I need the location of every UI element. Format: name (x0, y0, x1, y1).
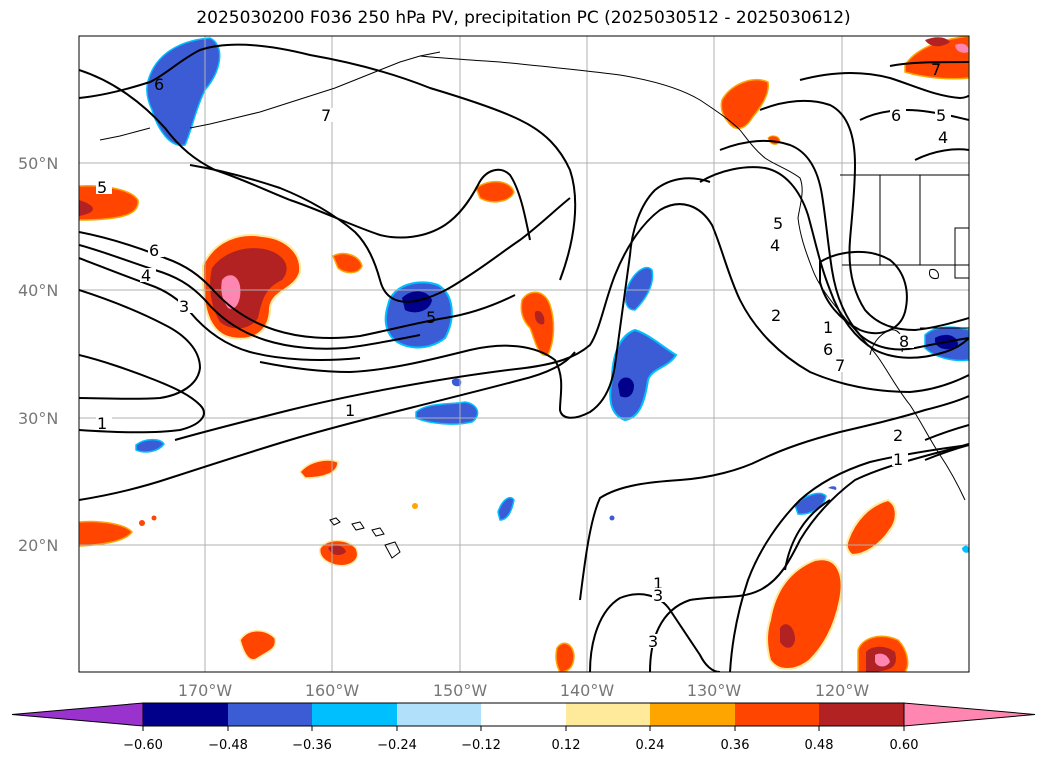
plot-title: 2025030200 F036 250 hPa PV, precipitatio… (196, 8, 851, 28)
contour-label: 7 (321, 106, 331, 125)
contour-label: 5 (773, 214, 783, 233)
lat-label: 40°N (18, 281, 58, 300)
pv-contours (79, 43, 969, 672)
colorbar-tick-label: −0.12 (461, 738, 501, 753)
latitude-labels: 50°N 40°N 30°N 20°N (18, 154, 58, 555)
colorbar-segment (228, 703, 312, 726)
colorbar-segment (566, 703, 650, 726)
neg-anomaly-patch (146, 37, 221, 146)
colorbar-segment (397, 703, 481, 726)
lon-label: 150°W (433, 681, 488, 700)
contour-label: 7 (835, 356, 845, 375)
colorbar-over-arrow (903, 702, 1036, 727)
lat-label: 30°N (18, 409, 58, 428)
contour-label: 4 (938, 128, 948, 147)
contour-label: 3 (648, 632, 658, 651)
colorbar-tick-label: −0.24 (377, 738, 417, 753)
contour-label: 6 (823, 340, 833, 359)
colorbar-tick-label: 0.12 (552, 738, 581, 753)
contour-label: 6 (154, 75, 164, 94)
precip-anomaly-fills (79, 36, 969, 672)
colorbar-tick-label: 0.48 (805, 738, 834, 753)
contour-label: 7 (931, 60, 941, 79)
lon-label: 120°W (815, 681, 870, 700)
contour-label: 3 (179, 297, 189, 316)
contour-label: 5 (426, 308, 436, 327)
contour-label: 2 (771, 306, 781, 325)
colorbar-tick-label: −0.48 (208, 738, 248, 753)
colorbar-segment (650, 703, 735, 726)
longitude-labels: 170°W 160°W 150°W 140°W 130°W 120°W (178, 681, 870, 700)
map-frame (78, 35, 970, 673)
contour-label: 6 (149, 241, 159, 260)
colorbar-under-arrow (11, 702, 144, 727)
contour-label: 8 (899, 332, 909, 351)
contour-label: 3 (653, 586, 663, 605)
coastlines (99, 51, 969, 559)
lon-label: 160°W (305, 681, 360, 700)
contour-label: 1 (653, 574, 663, 593)
contour-label: 1 (893, 450, 903, 469)
contour-label: 2 (893, 426, 903, 445)
lon-label: 140°W (560, 681, 615, 700)
colorbar-segment (735, 703, 819, 726)
contour-label: 1 (345, 401, 355, 420)
colorbar-segment (481, 703, 566, 726)
contour-labels: 5 6 4 3 1 7 5 1 7 6 5 4 5 4 2 1 6 7 8 (96, 60, 953, 651)
colorbar-tick-label: 0.36 (721, 738, 750, 753)
graticule (79, 36, 969, 672)
lat-label: 20°N (18, 536, 58, 555)
contour-label: 1 (823, 318, 833, 337)
colorbar: −0.60 −0.48 −0.36 −0.24 −0.12 0.12 0.24 … (11, 702, 1036, 753)
contour-label: 5 (936, 106, 946, 125)
colorbar-tick-label: −0.60 (123, 738, 163, 753)
lon-label: 130°W (687, 681, 742, 700)
lon-label: 170°W (178, 681, 233, 700)
neg-anomaly-patch (609, 328, 678, 422)
colorbar-segment (819, 703, 904, 726)
colorbar-segment (143, 703, 228, 726)
colorbar-segment (312, 703, 397, 726)
lat-label: 50°N (18, 154, 58, 173)
contour-label: 4 (770, 236, 780, 255)
contour-label: 5 (97, 178, 107, 197)
contour-label: 6 (891, 106, 901, 125)
contour-label: 4 (141, 266, 151, 285)
colorbar-tick-label: 0.60 (890, 738, 919, 753)
contour-label: 1 (97, 414, 107, 433)
colorbar-tick-label: 0.24 (636, 738, 665, 753)
colorbar-tick-label: −0.36 (292, 738, 332, 753)
